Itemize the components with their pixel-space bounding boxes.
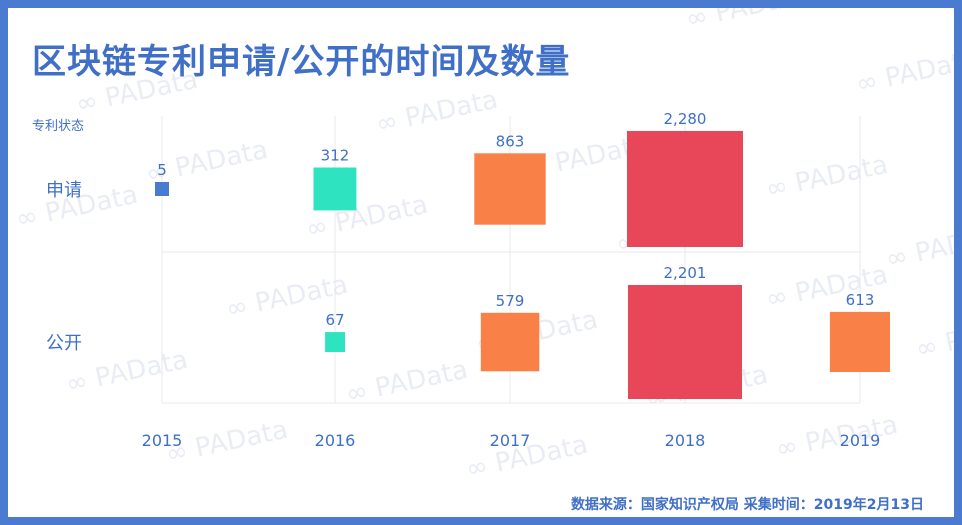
- data-square: [627, 131, 743, 247]
- data-square: [474, 153, 546, 225]
- data-label: 2,280: [664, 110, 707, 128]
- data-source-note: 数据来源：国家知识产权局 采集时间：2019年2月13日: [570, 497, 924, 513]
- data-label: 67: [325, 311, 344, 329]
- data-square: [480, 312, 540, 372]
- y-axis-title: 专利状态: [32, 119, 84, 134]
- data-label: 2,201: [664, 264, 707, 282]
- x-tick-label: 2016: [315, 431, 356, 450]
- data-square: [325, 332, 345, 352]
- data-square: [829, 311, 890, 372]
- data-label: 613: [846, 291, 875, 309]
- y-tick-label: 公开: [46, 333, 82, 354]
- x-tick-label: 2015: [142, 431, 183, 450]
- data-label: 579: [496, 292, 525, 310]
- data-square: [155, 182, 169, 196]
- chart-title: 区块链专利申请/公开的时间及数量: [32, 42, 571, 82]
- x-tick-label: 2018: [665, 431, 706, 450]
- data-label: 312: [321, 147, 350, 165]
- data-label: 5: [157, 161, 167, 179]
- data-label: 863: [496, 132, 525, 150]
- y-tick-label: 申请: [46, 180, 82, 201]
- chart-card: 区块链专利申请/公开的时间及数量 ∞ PAData ∞ PAData ∞ PADat…: [8, 8, 954, 517]
- data-square: [628, 285, 742, 399]
- data-square: [313, 167, 357, 211]
- x-tick-label: 2019: [840, 431, 881, 450]
- x-tick-label: 2017: [490, 431, 531, 450]
